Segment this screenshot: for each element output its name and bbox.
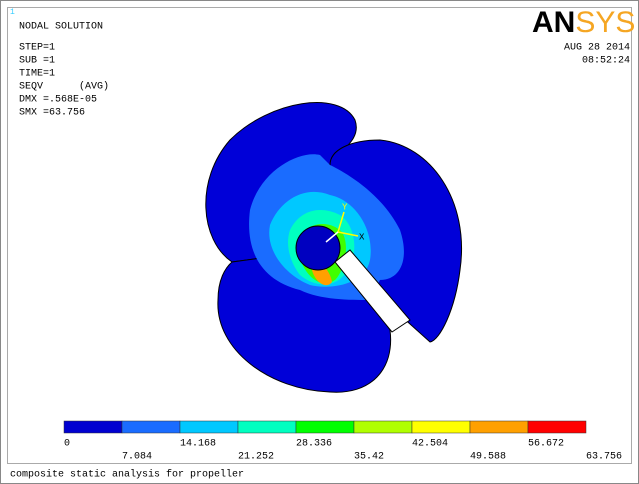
legend-label: 7.084 [122,452,152,463]
legend-label: 21.252 [238,452,274,463]
triad-label: Y [342,202,348,212]
header-line: TIME=1 [19,69,55,80]
footer: composite static analysis for propeller [10,469,244,481]
legend-label: 49.588 [470,452,506,463]
logo: ANSYS [532,6,635,39]
header-line: DMX =.568E-05 [19,95,97,106]
title: NODAL SOLUTION [19,22,103,33]
time: 08:52:24 [582,56,630,67]
legend-label: 35.42 [354,452,384,463]
colorbar [64,421,586,433]
header-line: STEP=1 [19,43,55,54]
screenshot: 1 NODAL SOLUTION STEP=1 SUB =1 TIME=1SEQV … [0,0,639,484]
legend-label: 0 [64,439,70,450]
window-id: 1 [10,8,15,17]
date: AUG 28 2014 [564,43,630,54]
legend-label: 28.336 [296,439,332,450]
header-line: SMX =63.756 [19,108,85,119]
legend-label: 63.756 [586,452,622,463]
header-line: SEQV (AVG) [19,81,109,93]
legend-label: 42.504 [412,439,448,450]
header-line: SUB =1 [19,56,55,67]
triad-label: X [359,232,365,242]
legend-label: 14.168 [180,439,216,450]
legend-label: 56.672 [528,439,564,450]
